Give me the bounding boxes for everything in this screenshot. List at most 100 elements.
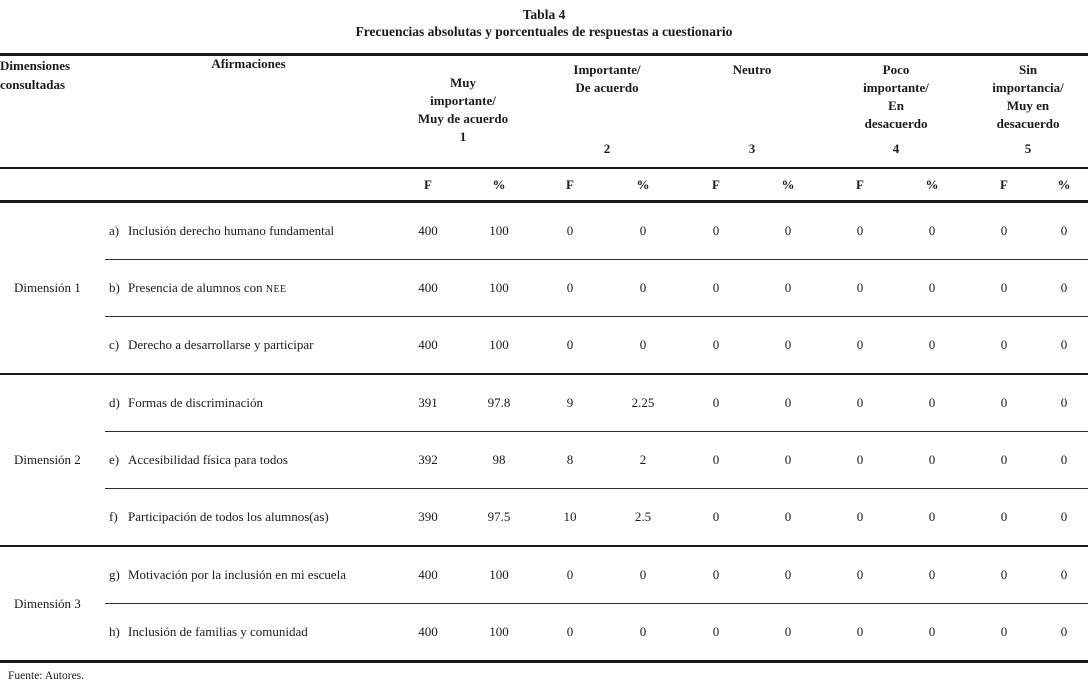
value-cell: 0 [606,259,681,317]
subheader-empty-dim [0,167,105,203]
value-cell: 0 [896,259,969,317]
value-cell: 0 [752,545,825,604]
subheader-f: F [824,167,897,203]
affirmation-letter: f) [109,509,118,524]
subheader-f: F [968,167,1041,203]
value-cell: 0 [896,603,969,662]
value-cell: 0 [1000,223,1008,238]
value-cell: 400 [392,603,464,662]
value-cell: 0 [824,488,897,546]
value-cell: 0 [968,316,1041,374]
value-cell: 0 [968,373,1041,432]
value-cell: 0 [566,223,574,238]
value-cell: 0 [680,545,753,604]
value-cell: 100 [464,259,534,317]
affirmation-text: Motivación por la inclusión en mi escuel… [128,567,347,582]
subheader-pct: % [464,167,534,203]
affirmation-letter: b) [109,280,120,295]
scale-header-4: Poco importante/ En desacuerdo 4 [824,55,968,169]
scale-header-5: Sin importancia/ Muy en desacuerdo 5 [968,55,1088,169]
affirmation-letter: h) [109,624,120,639]
affirmation-letter: d) [109,395,120,410]
value-cell: 0 [534,259,606,317]
affirmation-text: Participación de todos los alumnos(as) [128,509,329,524]
value-cell: 0 [606,545,681,604]
affirmation-text: Derecho a desarrollarse y participar [128,337,314,352]
value-cell: 0 [928,223,936,238]
subheader-row: F % F % F % F % F % [0,167,1088,203]
subheader-f: F [680,167,753,203]
value-cell: 391 [392,373,464,432]
affirmation-letter: e) [109,452,120,467]
value-cell: 400 [418,223,438,238]
value-cell: 0 [1040,316,1088,374]
value-cell: 0 [752,316,825,374]
value-cell: 0 [680,603,753,662]
table-row: Dimensión 2 d) Formas de discriminación 391… [0,373,1088,546]
column-header-dimensiones: Dimensiones consultadas [0,58,71,92]
affirmation-letter: a) [109,223,120,238]
value-cell: 100 [464,603,534,662]
value-cell: 0 [712,223,720,238]
value-cell: 0 [752,488,825,546]
affirmation-cell: h) Inclusión de familias y comunidad [105,603,392,662]
table-caption: Tabla 4 Frecuencias absolutas y porcentu… [0,0,1088,40]
value-cell: 0 [534,603,606,662]
scale-header-3-label: Neutro [732,62,772,77]
subheader-pct: % [1040,167,1088,203]
table-title: Tabla 4 [522,7,566,22]
table-row: Dimensión 3 g) Motivación por la inclusión… [0,545,1088,662]
header-row: Dimensiones consultadas Afirmaciones Muy… [0,55,1088,169]
subheader-f: F [392,167,464,203]
scale-header-4-label: Poco importante/ En desacuerdo [863,62,929,131]
scale-header-4-number: 4 [892,141,900,156]
value-cell: 400 [392,259,464,317]
value-cell: 0 [680,373,753,432]
table-row: e) Accesibilidad física para todos 392 98 8 2… [0,431,1088,489]
affirmation-text: Inclusión de familias y comunidad [128,624,308,639]
subheader-pct: % [752,167,825,203]
value-cell: 0 [1040,259,1088,317]
value-cell: 0 [896,545,969,604]
value-cell: 400 [392,545,464,604]
scale-header-5-content: Sin importancia/ Muy en desacuerdo 5 [968,56,1088,167]
affirmation-text: Presencia de alumnos con [128,280,266,295]
value-cell: 0 [752,603,825,662]
value-cell: 0 [1040,545,1088,604]
affirmation-cell: a) Inclusión derecho humano fundamental [105,202,392,260]
scale-header-3-number: 3 [748,141,756,156]
value-cell: 9 [534,373,606,432]
affirmation-text: Formas de discriminación [128,395,264,410]
value-cell: 0 [1060,223,1068,238]
affirmation-smallcaps: NEE [265,284,287,295]
value-cell: 97.5 [464,488,534,546]
scale-header-3: Neutro 3 [680,55,824,169]
dimension-label: Dimensión 1 [14,280,81,295]
value-cell: 0 [824,431,897,489]
scale-header-3-content: Neutro 3 [680,56,824,167]
affirmation-cell: d) Formas de discriminación [105,373,392,432]
value-cell: 0 [896,373,969,432]
column-header-afirmaciones: Afirmaciones [211,56,286,71]
value-cell: 0 [968,259,1041,317]
dimension-label: Dimensión 3 [0,545,105,662]
value-cell: 0 [824,603,897,662]
value-cell: 0 [784,223,792,238]
value-cell: 100 [489,223,509,238]
source-note: Fuente: Autores. [8,670,85,682]
value-cell: 0 [1040,603,1088,662]
subheader-pct: % [896,167,969,203]
value-cell: 2.25 [606,373,681,432]
table-row: f) Participación de todos los alumnos(as)… [0,488,1088,546]
value-cell: 0 [1040,431,1088,489]
scale-header-1-content: Muy importante/ Muy de acuerdo 1 [392,56,534,167]
scale-header-4-content: Poco importante/ En desacuerdo 4 [824,56,968,167]
affirmation-cell: b) Presencia de alumnos con NEE [105,259,392,317]
value-cell: 0 [534,316,606,374]
scale-header-2: Importante/ De acuerdo 2 [534,55,680,169]
value-cell: 0 [968,488,1041,546]
value-cell: 0 [639,223,647,238]
value-cell: 0 [606,603,681,662]
table-subtitle: Frecuencias absolutas y porcentuales de … [355,24,733,39]
value-cell: 0 [896,431,969,489]
